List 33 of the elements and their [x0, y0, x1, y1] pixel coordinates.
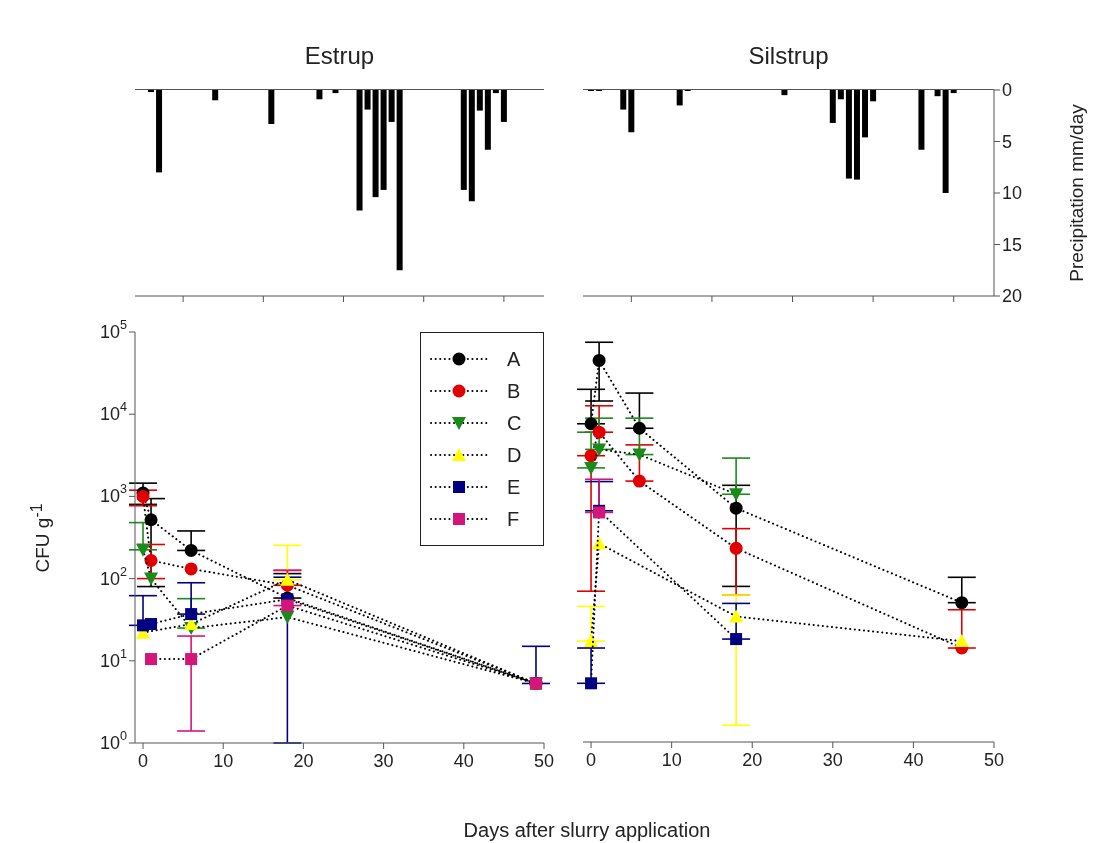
y-axis-title: Precipitation mm/day: [1066, 103, 1088, 284]
x-tick-label: 40: [453, 751, 474, 771]
legend-label: B: [507, 379, 521, 403]
x-tick-label: 30: [822, 750, 843, 770]
x-axis-title: Days after slurry application: [462, 819, 712, 842]
x-tick-label: 0: [138, 751, 149, 771]
x-tick-label: 10: [213, 751, 234, 771]
y-tick-label: 10$^{0}$: [99, 729, 127, 753]
y-tick-label: 10$^{1}$: [99, 646, 127, 671]
y-tick-label: 10$^{4}$: [99, 400, 127, 425]
chart-title: Silstrup: [747, 42, 830, 70]
y-tick-label: 10$^{5}$: [99, 318, 127, 342]
x-tick-label: 50: [533, 751, 555, 771]
y-tick-label: 5: [1002, 131, 1013, 152]
x-tick-label: 40: [903, 750, 924, 770]
x-tick-label: 50: [983, 750, 1005, 770]
y-tick-label: 10: [1002, 183, 1023, 203]
y-tick-label: 10$^{2}$: [99, 564, 127, 589]
legend-label: F: [507, 507, 520, 531]
y-tick-label: 0: [1002, 80, 1013, 100]
y-tick-label: 20: [1002, 286, 1023, 306]
legend-label: C: [507, 411, 522, 435]
y-tick-label: 10$^{3}$: [99, 482, 127, 507]
legend-label: E: [507, 475, 521, 499]
legend-label: D: [507, 443, 522, 467]
y-tick-label: 15: [1002, 234, 1023, 255]
x-tick-label: 30: [373, 751, 394, 771]
x-tick-label: 20: [742, 750, 763, 770]
x-tick-label: 20: [293, 751, 314, 771]
x-tick-label: 10: [661, 750, 682, 770]
legend-label: A: [507, 347, 521, 371]
x-tick-label: 0: [586, 750, 597, 770]
chart-title: Estrup: [303, 42, 376, 70]
